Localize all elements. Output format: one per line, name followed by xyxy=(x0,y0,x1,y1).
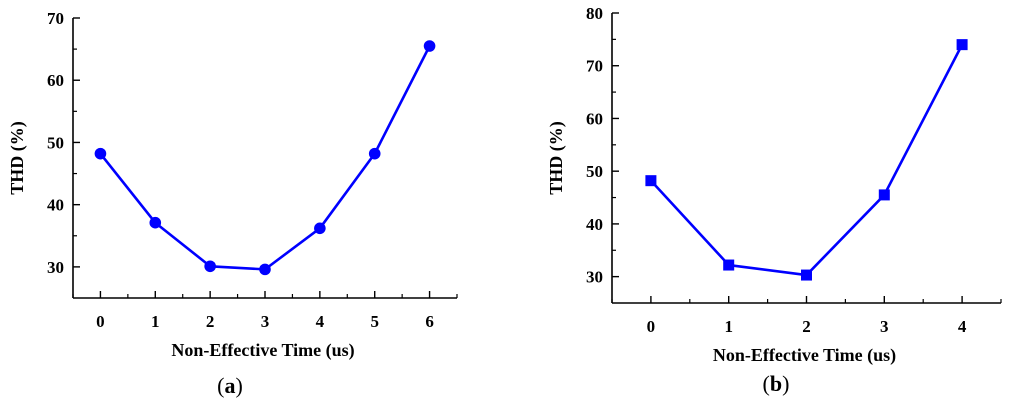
y-axis-title: THD (%) xyxy=(7,121,28,195)
data-point xyxy=(368,147,381,160)
y-tick-label: 70 xyxy=(586,57,603,76)
y-tick-label: 30 xyxy=(47,258,64,277)
panel-label-open: ( xyxy=(763,371,770,396)
data-point xyxy=(645,175,657,187)
panel-label: (b) xyxy=(763,371,790,396)
data-point xyxy=(149,216,162,229)
chart-panel-b: 30 40 50 60 70 80 0 1 2 3 4 Non-Effective Time (us)… xyxy=(546,4,1002,396)
x-tick-label: 1 xyxy=(724,317,733,336)
y-tick-label: 30 xyxy=(586,268,603,287)
x-tick-label: 3 xyxy=(880,317,889,336)
x-tick-label: 6 xyxy=(425,312,434,331)
panel-label-close: ) xyxy=(782,371,789,396)
x-tick-label: 2 xyxy=(802,317,811,336)
series-line xyxy=(649,44,964,277)
y-tick-label: 50 xyxy=(47,133,64,152)
x-tick-label: 3 xyxy=(261,312,270,331)
x-tick-label: 4 xyxy=(316,312,325,331)
panel-label-letter: b xyxy=(770,371,782,396)
x-axis-title: Non-Effective Time (us) xyxy=(171,340,354,361)
y-axis-title: THD (%) xyxy=(546,121,567,195)
x-axis-title: Non-Effective Time (us) xyxy=(713,345,896,366)
x-tick-label: 5 xyxy=(370,312,379,331)
y-tick-label: 70 xyxy=(47,9,64,28)
data-point xyxy=(956,39,968,51)
chart-panel-a: 30 40 50 60 70 0 1 2 3 4 5 6 Non-Effective Time (us)… xyxy=(7,9,458,398)
data-point xyxy=(423,40,436,52)
y-tick-label: 60 xyxy=(586,109,603,128)
data-point xyxy=(259,263,271,276)
panel-label-open: ( xyxy=(217,373,224,398)
y-tick-label: 60 xyxy=(47,71,64,90)
data-point xyxy=(801,269,812,281)
y-tick-label: 40 xyxy=(47,196,64,215)
data-point xyxy=(723,259,735,271)
data-point xyxy=(204,260,216,273)
data-point xyxy=(94,147,107,160)
series-line xyxy=(99,45,431,271)
data-point xyxy=(878,189,890,201)
y-tick-label: 50 xyxy=(586,162,603,181)
panel-label-letter: a xyxy=(225,373,236,398)
y-tick-label: 40 xyxy=(586,215,603,234)
x-tick-label: 2 xyxy=(206,312,215,331)
panel-label: (a) xyxy=(217,373,243,398)
data-point xyxy=(314,222,326,235)
panel-label-close: ) xyxy=(236,373,243,398)
x-tick-label: 0 xyxy=(647,317,656,336)
x-tick-label: 4 xyxy=(958,317,967,336)
x-tick-label: 0 xyxy=(96,312,105,331)
x-tick-label: 1 xyxy=(151,312,160,331)
y-tick-label: 80 xyxy=(586,4,603,23)
